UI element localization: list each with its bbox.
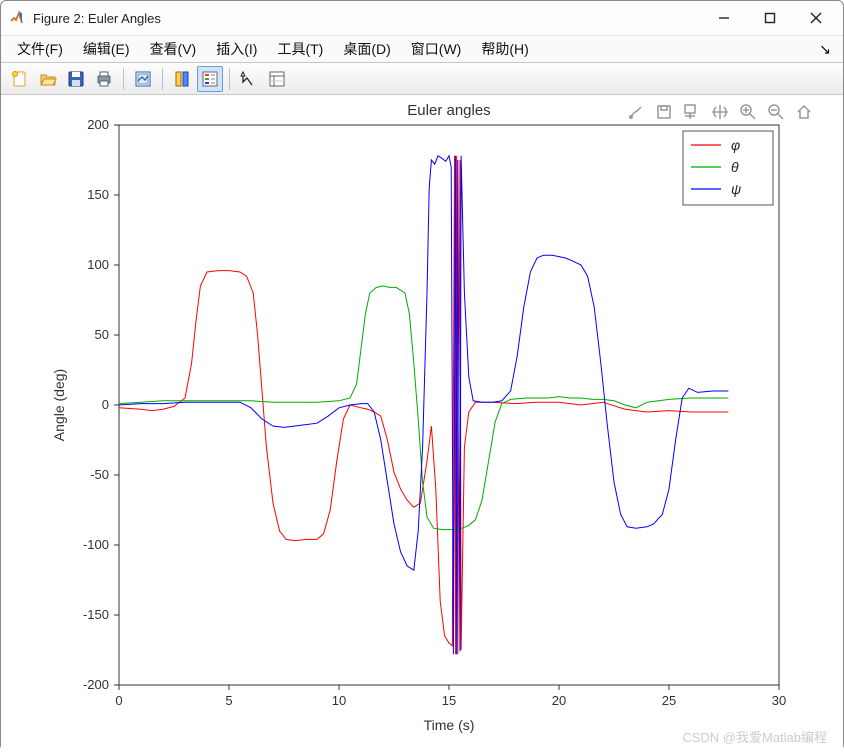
matlab-icon [9, 10, 25, 26]
svg-text:Euler angles: Euler angles [407, 102, 490, 119]
svg-text:200: 200 [87, 117, 109, 132]
svg-text:25: 25 [662, 693, 676, 708]
edit-plot-button[interactable] [236, 66, 262, 92]
datatip-icon[interactable] [681, 101, 703, 123]
open-button[interactable] [35, 66, 61, 92]
maximize-button[interactable] [747, 3, 793, 33]
plot: 0 5 10 15 20 25 30 -200 -150 -100 -50 0 50 100 150 200 E… [1, 95, 843, 752]
pan-icon[interactable] [709, 101, 731, 123]
menu-窗口(W)[interactable]: 窗口(W) [401, 36, 472, 62]
menu-文件(F)[interactable]: 文件(F) [7, 36, 73, 62]
close-button[interactable] [793, 3, 839, 33]
menu-编辑(E)[interactable]: 编辑(E) [73, 36, 140, 62]
menubar: 文件(F)编辑(E)查看(V)插入(I)工具(T)桌面(D)窗口(W)帮助(H)… [1, 35, 843, 63]
svg-text:100: 100 [87, 257, 109, 272]
figure-area: 0 5 10 15 20 25 30 -200 -150 -100 -50 0 50 100 150 200 E… [1, 95, 843, 752]
svg-text:10: 10 [332, 693, 346, 708]
svg-text:-50: -50 [90, 467, 109, 482]
zoom-out-icon[interactable] [765, 101, 787, 123]
svg-text:0: 0 [102, 397, 109, 412]
svg-text:50: 50 [95, 327, 109, 342]
new-figure-button[interactable] [7, 66, 33, 92]
menu-overflow-icon[interactable]: ↘ [813, 41, 837, 58]
save-button[interactable] [63, 66, 89, 92]
menu-插入(I)[interactable]: 插入(I) [206, 36, 267, 62]
svg-text:150: 150 [87, 187, 109, 202]
property-inspector-button[interactable] [264, 66, 290, 92]
print-button[interactable] [91, 66, 117, 92]
brush-icon[interactable] [625, 101, 647, 123]
watermark: CSDN @我爱Matlab编程 [682, 727, 827, 746]
minimize-button[interactable] [701, 3, 747, 33]
axes-toolbar [625, 101, 815, 123]
home-icon[interactable] [793, 101, 815, 123]
insert-colorbar-button[interactable] [169, 66, 195, 92]
svg-text:-200: -200 [83, 677, 109, 692]
zoom-in-icon[interactable] [737, 101, 759, 123]
titlebar: Figure 2: Euler Angles [1, 1, 843, 35]
svg-text:Angle (deg): Angle (deg) [51, 369, 67, 441]
insert-legend-button[interactable] [197, 66, 223, 92]
save-icon[interactable] [653, 101, 675, 123]
svg-text:-100: -100 [83, 537, 109, 552]
window-title: Figure 2: Euler Angles [33, 11, 161, 26]
svg-text:Time (s): Time (s) [424, 717, 475, 733]
svg-text:20: 20 [552, 693, 566, 708]
svg-text:θ: θ [731, 159, 739, 175]
link-axes-button[interactable] [130, 66, 156, 92]
svg-text:30: 30 [772, 693, 786, 708]
menu-工具(T)[interactable]: 工具(T) [267, 36, 333, 62]
svg-text:ψ: ψ [731, 181, 741, 197]
svg-text:5: 5 [225, 693, 232, 708]
svg-text:φ: φ [731, 137, 740, 153]
menu-查看(V)[interactable]: 查看(V) [140, 36, 207, 62]
menu-帮助(H)[interactable]: 帮助(H) [471, 36, 538, 62]
svg-text:-150: -150 [83, 607, 109, 622]
svg-text:15: 15 [442, 693, 456, 708]
svg-text:0: 0 [115, 693, 122, 708]
menu-桌面(D)[interactable]: 桌面(D) [333, 36, 400, 62]
toolbar [1, 63, 843, 95]
